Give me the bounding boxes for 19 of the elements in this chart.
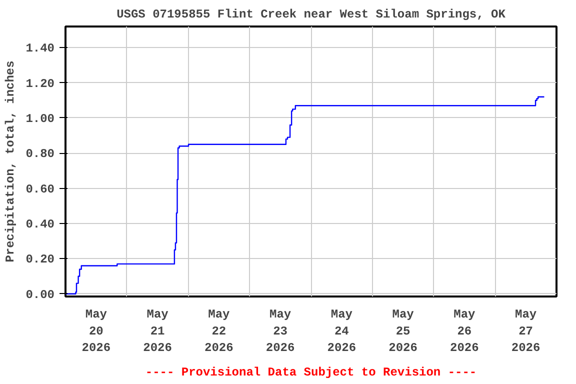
y-tick-label: 1.20 — [26, 76, 55, 91]
y-axis-title: Precipitation, total, inches — [4, 60, 18, 262]
x-tick-label: May 24 2026 — [327, 308, 356, 356]
y-tick-label: 0.80 — [26, 147, 55, 162]
x-tick-label: May 22 2026 — [204, 308, 234, 356]
y-tick-label: 0.60 — [26, 182, 55, 196]
x-tick-label: May 20 2026 — [82, 308, 111, 356]
x-tick-label: May 21 2026 — [143, 308, 172, 356]
y-tick-label: 0.00 — [26, 288, 55, 302]
x-tick-label: May 23 2026 — [266, 308, 295, 356]
y-tick-label: 1.40 — [26, 42, 55, 56]
x-tick-label: May 27 2026 — [511, 308, 540, 356]
y-tick-label: 0.40 — [26, 218, 55, 232]
x-tick-label: May 25 2026 — [388, 308, 418, 356]
y-tick-label: 1.00 — [26, 112, 55, 126]
chart-title: USGS 07195855 Flint Creek near West Siloam Springs, OK — [116, 8, 506, 22]
y-tick-label: 0.20 — [26, 252, 55, 267]
text: ---- Provisional Data Subject to Revision ---- — [145, 366, 477, 380]
x-tick-label: May 26 2026 — [450, 308, 479, 356]
